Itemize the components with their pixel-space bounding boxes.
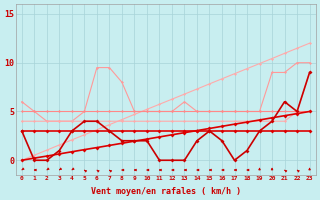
X-axis label: Vent moyen/en rafales ( km/h ): Vent moyen/en rafales ( km/h )	[91, 187, 241, 196]
